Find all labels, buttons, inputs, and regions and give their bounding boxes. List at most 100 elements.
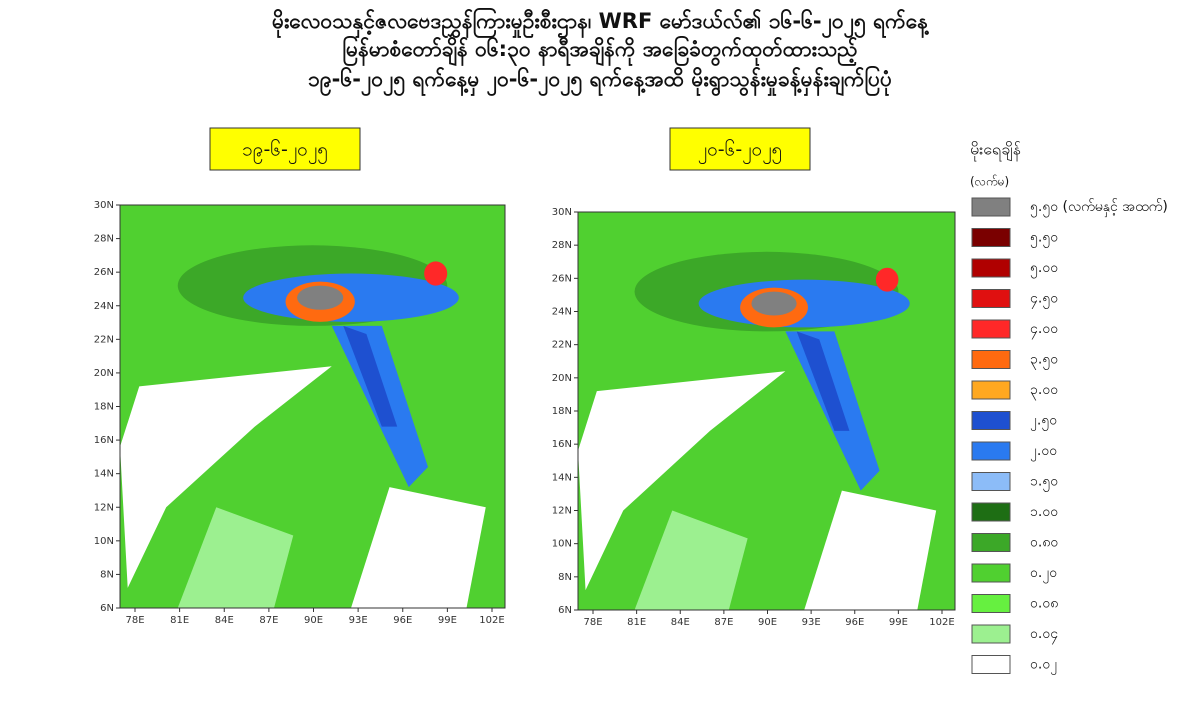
dry-area [634, 510, 748, 610]
y-tick-label: 10N [552, 539, 572, 550]
y-tick-label: 18N [552, 406, 572, 417]
y-tick-label: 26N [552, 273, 572, 284]
legend-swatch [971, 411, 1011, 430]
x-tick-label: 96E [393, 615, 412, 626]
legend-swatch [971, 655, 1011, 674]
x-tick-label: 84E [671, 617, 690, 628]
x-tick-label: 84E [215, 615, 234, 626]
legend-label: ၃.၅၀ [1030, 352, 1058, 370]
y-tick-label: 12N [94, 502, 114, 513]
y-tick-label: 8N [100, 569, 114, 580]
dry-area [351, 487, 486, 608]
legend-label: ၅.၅၀ [1030, 230, 1058, 248]
y-tick-label: 30N [94, 200, 114, 211]
y-tick-label: 12N [552, 506, 572, 517]
dry-area [177, 507, 294, 608]
legend-swatch [971, 472, 1011, 491]
legend-label: ၂.၅၀ [1030, 413, 1057, 431]
x-tick-label: 102E [929, 617, 954, 628]
dry-area [804, 490, 937, 610]
y-tick-label: 24N [552, 307, 572, 318]
map [119, 204, 506, 609]
legend-label: ၁.၅၀ [1030, 474, 1058, 492]
wet-area [343, 325, 398, 427]
wet-area [796, 331, 850, 431]
legend-label: ၀.၈၀ [1030, 535, 1058, 551]
legend-swatch [971, 624, 1011, 644]
legend-swatch [971, 563, 1011, 583]
date-box [669, 127, 811, 171]
y-tick-label: 16N [94, 435, 114, 446]
legend-label: ၁.၀၀ [1030, 504, 1058, 520]
x-tick-label: 81E [627, 617, 646, 628]
x-tick-label: 93E [349, 615, 368, 626]
legend-label: ၂.၀၀ [1030, 443, 1057, 461]
dry-area [578, 371, 786, 591]
y-tick-label: 20N [552, 373, 572, 384]
heavy-rain [751, 291, 797, 316]
y-tick-label: 6N [100, 603, 114, 614]
map [577, 211, 956, 611]
y-tick-label: 30N [552, 207, 572, 218]
y-tick-label: 24N [94, 301, 114, 312]
x-tick-label: 81E [170, 615, 189, 626]
x-tick-label: 99E [889, 617, 908, 628]
dry-area [120, 366, 332, 588]
legend-label: ၅.၀၀ [1030, 260, 1058, 278]
legend-unit: (လက်မ) [970, 174, 1009, 189]
y-tick-label: 10N [94, 536, 114, 547]
legend-title: မိုးရေချိန် [970, 140, 1021, 162]
x-tick-label: 87E [714, 617, 733, 628]
legend-swatch [971, 228, 1011, 247]
legend-swatch [971, 197, 1011, 217]
y-tick-label: 28N [552, 240, 572, 251]
legend-swatch [971, 594, 1011, 613]
y-tick-label: 14N [94, 469, 114, 480]
x-tick-label: 87E [259, 615, 278, 626]
x-tick-label: 78E [583, 617, 602, 628]
x-tick-label: 90E [304, 615, 323, 626]
legend-swatch [971, 319, 1011, 339]
y-tick-label: 6N [558, 605, 572, 616]
legend-label: ၀.၂၀ [1030, 565, 1057, 583]
date-label: ၂၀-၆-၂၀၂၅ [698, 138, 782, 165]
legend-swatch [971, 441, 1011, 461]
legend-swatch [971, 533, 1011, 552]
title-line: မိုးလေဝသနှင့်ဇလဗေဒညွှန်ကြားမှုဦးစီးဌာန၊ … [272, 6, 931, 39]
heavy-rain [875, 267, 899, 292]
heavy-rain [424, 261, 448, 286]
legend-swatch [971, 289, 1011, 308]
legend-label: ၀.၀၈ [1030, 596, 1058, 612]
heavy-rain [297, 285, 344, 310]
y-tick-label: 26N [94, 267, 114, 278]
legend-swatch [971, 502, 1011, 522]
y-tick-label: 16N [552, 439, 572, 450]
legend-label: ၅.၅၀ (လက်မနှင့် အထက်) [1030, 199, 1168, 217]
y-tick-label: 18N [94, 402, 114, 413]
y-tick-label: 22N [94, 334, 114, 345]
legend-swatch [971, 350, 1011, 369]
x-tick-label: 78E [125, 615, 144, 626]
legend-label: ၀.၀၂ [1030, 657, 1057, 675]
legend-swatch [971, 258, 1011, 278]
title-line: ၁၉-၆-၂၀၂၅ ရက်နေ့မှ ၂၀-၆-၂၀၂၅ ရက်နေ့အထိ မ… [308, 64, 892, 97]
x-tick-label: 93E [802, 617, 821, 628]
legend-label: ၄.၅၀ [1030, 291, 1058, 309]
date-label: ၁၉-၆-၂၀၂၅ [242, 138, 328, 165]
y-tick-label: 8N [558, 572, 572, 583]
date-box [209, 127, 361, 171]
y-tick-label: 14N [552, 472, 572, 483]
x-tick-label: 99E [438, 615, 457, 626]
x-tick-label: 102E [479, 615, 504, 626]
legend-label: ၄.၀၀ [1030, 321, 1058, 339]
legend-label: ၃.၀၀ [1030, 382, 1058, 400]
legend-swatch [971, 380, 1011, 400]
y-tick-label: 22N [552, 340, 572, 351]
title-line: မြန်မာစံတော်ချိန် ၀၆:၃၀ နာရီအချိန်ကို အခ… [342, 34, 857, 67]
y-tick-label: 20N [94, 368, 114, 379]
legend-label: ၀.၀၄ [1030, 626, 1058, 644]
y-tick-label: 28N [94, 234, 114, 245]
x-tick-label: 96E [845, 617, 864, 628]
x-tick-label: 90E [758, 617, 777, 628]
